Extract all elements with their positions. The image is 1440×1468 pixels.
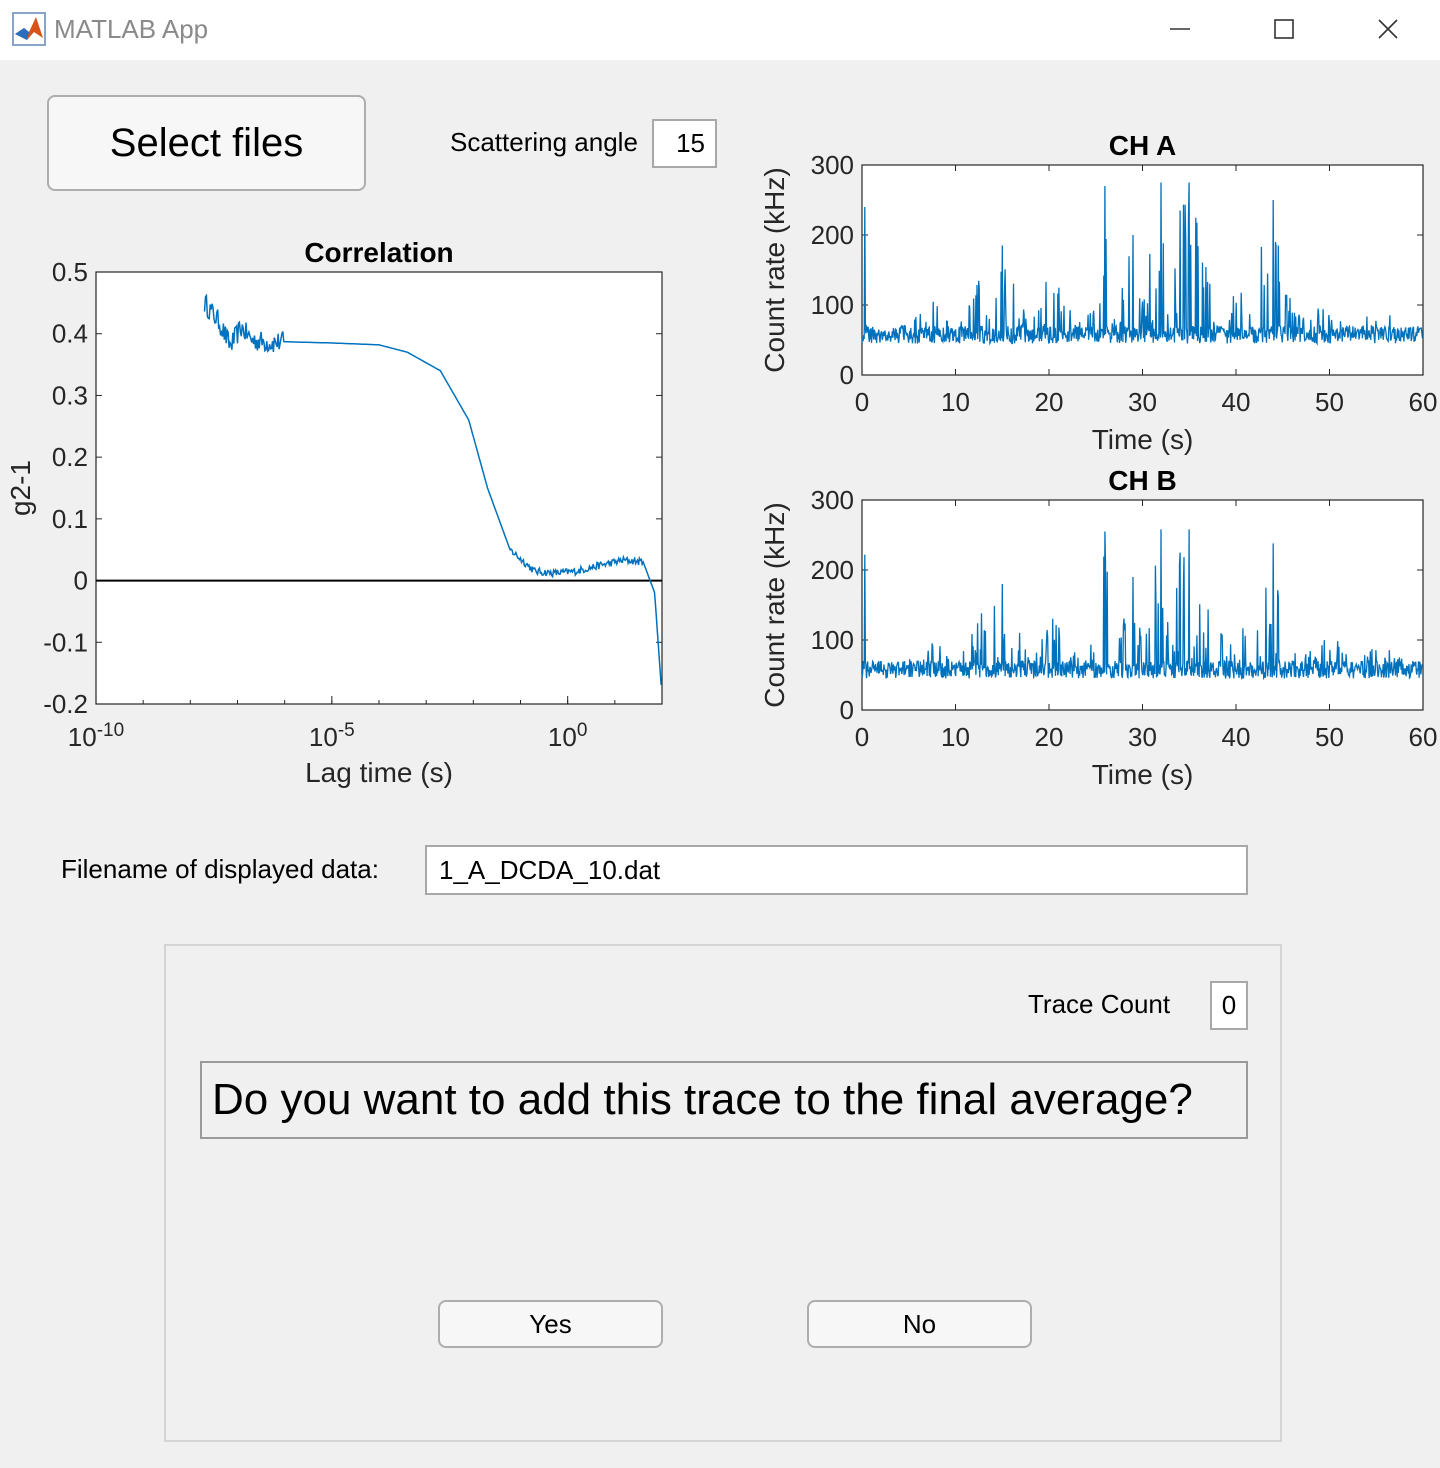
scattering-angle-field[interactable]: 15: [652, 119, 717, 168]
maximize-icon: [1274, 19, 1294, 39]
title-bar: MATLAB App: [0, 0, 1440, 60]
y-tick-label: 0: [840, 695, 854, 725]
correlation-axes-box: [95, 271, 663, 705]
x-tick-label: 10: [941, 722, 970, 752]
close-icon: [1378, 19, 1398, 39]
x-tick-label: 60: [1409, 387, 1438, 417]
matlab-membrane-icon: [12, 12, 46, 46]
minimize-button[interactable]: [1128, 0, 1232, 58]
x-tick-label: 60: [1409, 722, 1438, 752]
y-tick-label: 0.5: [52, 257, 88, 287]
x-tick-label: 10-5: [309, 720, 355, 752]
decision-panel: [164, 944, 1282, 1442]
x-tick-label: 10: [941, 387, 970, 417]
minimize-icon: [1170, 28, 1190, 30]
trace-ylabel: Count rate (kHz): [759, 167, 790, 372]
trace-axes-box: [861, 499, 1424, 711]
trace-series-line: [861, 182, 1424, 346]
x-tick-label: 50: [1315, 722, 1344, 752]
window-title: MATLAB App: [54, 14, 209, 44]
y-tick-label: 0.2: [52, 442, 88, 472]
y-tick-label: 0.1: [52, 504, 88, 534]
select-files-button[interactable]: Select files: [47, 95, 366, 191]
x-tick-label: 30: [1128, 387, 1157, 417]
ch-a-plot: 300 200 100 00 10 20 30 40 50 60 CH A Time (s) Count…: [759, 130, 1438, 455]
maximize-button[interactable]: [1232, 0, 1336, 58]
y-tick-label: 300: [811, 150, 854, 180]
y-tick-label: 200: [811, 220, 854, 250]
x-tick-label: 40: [1222, 722, 1251, 752]
y-tick-label: 100: [811, 625, 854, 655]
trace-series-line: [861, 529, 1424, 681]
y-tick-label: 0.4: [52, 319, 88, 349]
trace-ylabel: Count rate (kHz): [759, 502, 790, 707]
correlation-series-line: [203, 293, 662, 686]
y-tick-label: 0.3: [52, 380, 88, 410]
x-tick-label: 20: [1035, 722, 1064, 752]
x-tick-label: 40: [1222, 387, 1251, 417]
filename-field[interactable]: 1_A_DCDA_10.dat: [425, 845, 1248, 895]
x-tick-label: 10-10: [68, 720, 124, 752]
x-tick-label: 0: [855, 387, 869, 417]
yes-button[interactable]: Yes: [438, 1300, 663, 1348]
trace-xlabel: Time (s): [1092, 759, 1194, 790]
x-tick-label: 50: [1315, 387, 1344, 417]
correlation-plot: 0.5 0.4 0.3 0.2 0.1 0 -0.1 -0.210-10 10-5 100 Corr…: [5, 237, 663, 788]
trace-count-field[interactable]: 0: [1210, 981, 1248, 1030]
y-tick-label: 100: [811, 290, 854, 320]
x-tick-label: 0: [855, 722, 869, 752]
y-tick-label: 0: [840, 360, 854, 390]
trace-count-label: Trace Count: [1028, 989, 1171, 1019]
correlation-title: Correlation: [304, 237, 453, 268]
y-tick-label: 0: [74, 566, 88, 596]
x-tick-label: 20: [1035, 387, 1064, 417]
ch-b-plot: 300 200 100 00 10 20 30 40 50 60 CH B Time (s) Count…: [759, 465, 1438, 790]
trace-title: CH B: [1108, 465, 1176, 496]
filename-label: Filename of displayed data:: [61, 854, 379, 884]
trace-xlabel: Time (s): [1092, 424, 1194, 455]
y-tick-label: -0.1: [43, 627, 88, 657]
y-tick-label: 200: [811, 555, 854, 585]
x-tick-label: 30: [1128, 722, 1157, 752]
x-tick-label: 100: [548, 720, 588, 752]
y-tick-label: 300: [811, 485, 854, 515]
correlation-xlabel: Lag time (s): [305, 757, 453, 788]
y-tick-label: -0.2: [43, 689, 88, 719]
close-button[interactable]: [1336, 0, 1440, 58]
scattering-angle-label: Scattering angle: [450, 127, 638, 157]
no-button[interactable]: No: [807, 1300, 1032, 1348]
trace-title: CH A: [1109, 130, 1176, 161]
question-text: Do you want to add this trace to the fin…: [200, 1061, 1248, 1139]
correlation-ylabel: g2-1: [5, 460, 36, 516]
